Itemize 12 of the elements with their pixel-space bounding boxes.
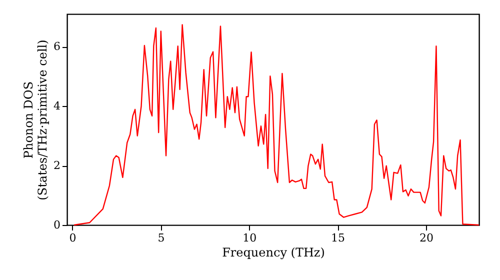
y-tick-label: 0	[54, 218, 60, 232]
y-tick-label: 6	[54, 40, 60, 54]
y-tick-label: 2	[54, 159, 60, 172]
x-tick-label: 5	[158, 232, 165, 244]
x-tick-label: 0	[69, 232, 76, 244]
x-tick-label: 10	[242, 232, 257, 244]
x-axis-title: Frequency (THz)	[222, 246, 325, 260]
x-tick-label: 15	[331, 232, 346, 244]
line-series	[73, 24, 480, 226]
y-tick-label: 4	[54, 100, 60, 113]
y-axis-title: Phonon DOS (States/THz·primitive cell)	[22, 40, 50, 200]
x-tick-label: 20	[419, 232, 434, 244]
